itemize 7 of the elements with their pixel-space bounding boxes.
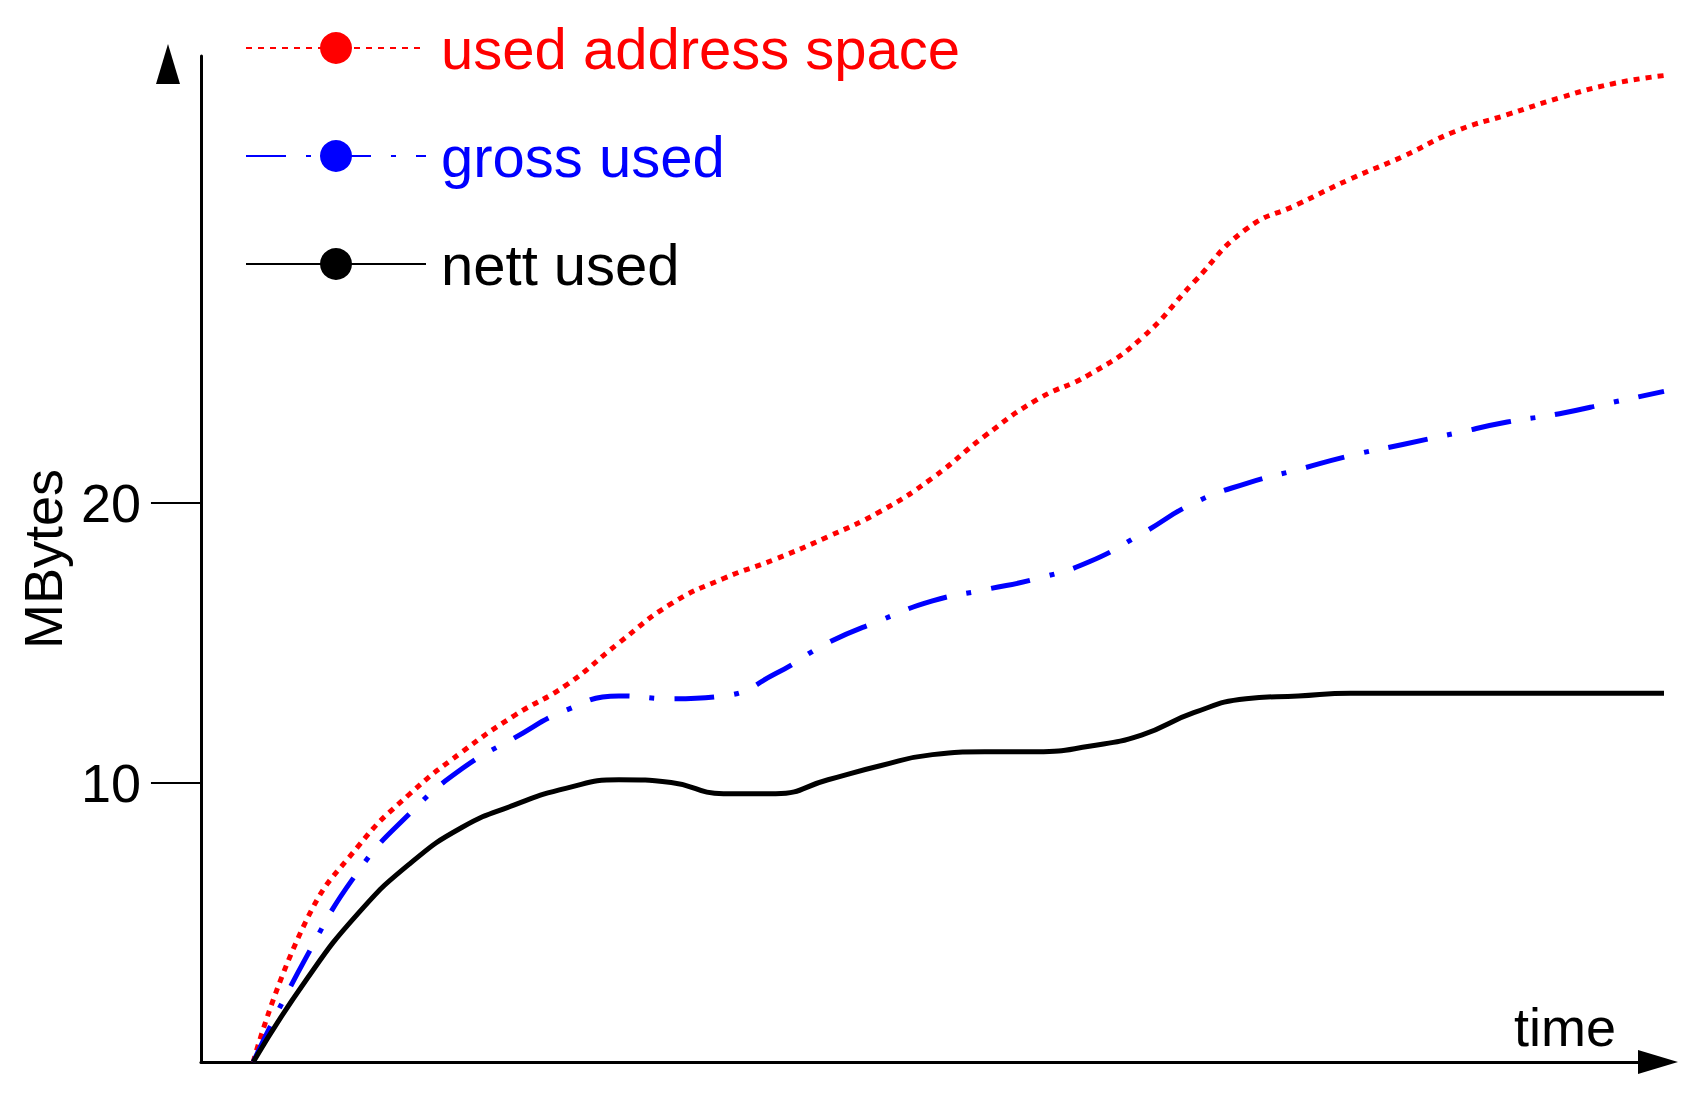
y-tick-label: 10 [80, 752, 141, 813]
legend-label: gross used [441, 123, 725, 189]
legend-label: nett used [441, 231, 680, 297]
y-tick-label: 20 [80, 473, 141, 534]
y-axis-title: MBytes [13, 468, 73, 650]
x-axis-title: time [1514, 997, 1617, 1057]
legend-label: used address space [441, 15, 961, 81]
